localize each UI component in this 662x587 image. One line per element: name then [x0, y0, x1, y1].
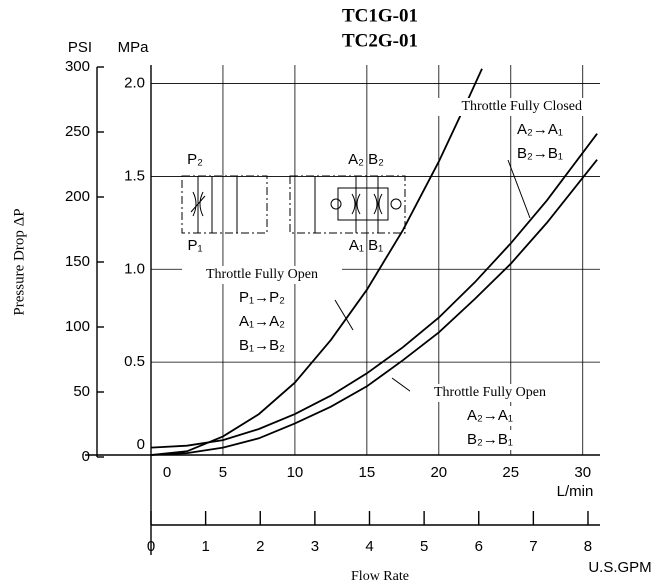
annotation-bg	[410, 384, 570, 402]
annotation-line: B₁→B₂	[239, 337, 285, 354]
symbol-label: A₂ B₂	[348, 151, 384, 168]
x-unit: L/min	[557, 483, 594, 500]
y2-unit: PSI	[68, 39, 92, 56]
x2-tick-label: 3	[311, 538, 319, 555]
x2-tick-label: 7	[529, 538, 537, 555]
y-tick-label: 0	[137, 436, 145, 453]
annotation-line: A₁→A₂	[239, 313, 285, 330]
y-tick-label: 2.0	[124, 75, 145, 92]
annotation-bg	[512, 120, 568, 140]
y2-tick-label: 300	[65, 58, 90, 75]
data-line	[150, 159, 598, 456]
x-axis-label: Flow Rate	[351, 569, 409, 584]
x2-tick-label: 4	[365, 538, 373, 555]
y2-tick-label: 150	[65, 253, 90, 270]
x-tick-label: 10	[287, 464, 304, 481]
annotation-line: B₂→B₁	[467, 431, 513, 448]
annotation-line: A₂→A₁	[517, 121, 563, 138]
x2-tick-label: 2	[256, 538, 264, 555]
annotation-line: B₂→B₁	[517, 145, 563, 162]
annotation-bg	[234, 288, 290, 308]
annotation-bg	[462, 406, 518, 426]
x2-tick-label: 1	[201, 538, 209, 555]
annotation-title: Throttle Fully Open	[206, 267, 318, 282]
annotation-bg	[234, 336, 290, 356]
y-tick-label: 1.0	[124, 260, 145, 277]
y2-tick-label: 250	[65, 123, 90, 140]
y2-tick-label: 0	[82, 448, 90, 465]
symbol-left	[181, 175, 268, 234]
annotation-bg	[462, 430, 518, 450]
x2-unit: U.S.GPM	[588, 559, 651, 576]
x2-tick-label: 5	[420, 538, 428, 555]
chart-title: TC1G-01	[342, 5, 418, 26]
x-tick-label: 5	[219, 464, 227, 481]
chart-subtitle: TC2G-01	[342, 30, 418, 51]
y-tick-label: 1.5	[124, 167, 145, 184]
annotation-line: A₂→A₁	[467, 407, 513, 424]
annotation-title: Throttle Fully Open	[434, 385, 546, 400]
x2-tick-label: 8	[584, 538, 592, 555]
annotation-title: Throttle Fully Closed	[461, 99, 582, 114]
y-tick-label: 0.5	[124, 353, 145, 370]
x2-tick-label: 6	[475, 538, 483, 555]
leader-line	[507, 159, 531, 219]
symbol-label: P₂	[187, 151, 203, 168]
x-tick-label: 15	[359, 464, 376, 481]
annotation-bg	[432, 98, 584, 116]
symbol-label: P₁	[187, 237, 202, 254]
x-tick-label: 0	[163, 464, 171, 481]
y2-tick-label: 50	[73, 383, 90, 400]
data-line	[150, 133, 598, 449]
y2-tick-label: 100	[65, 318, 90, 335]
x-tick-label: 25	[502, 464, 519, 481]
leader-line	[334, 299, 354, 331]
x-tick-label: 30	[574, 464, 591, 481]
annotation-bg	[182, 266, 342, 284]
symbol-right	[289, 175, 406, 234]
annotation-bg	[512, 144, 568, 164]
annotation-bg	[234, 312, 290, 332]
annotation-line: P₁→P₂	[239, 289, 285, 306]
x2-tick-label: 0	[147, 538, 155, 555]
symbol-label: A₁ B₁	[349, 237, 383, 254]
x-tick-label: 20	[430, 464, 447, 481]
y2-tick-label: 200	[65, 188, 90, 205]
y-axis-label: Pressure Drop ΔP	[11, 208, 27, 315]
y-unit: MPa	[118, 39, 150, 56]
